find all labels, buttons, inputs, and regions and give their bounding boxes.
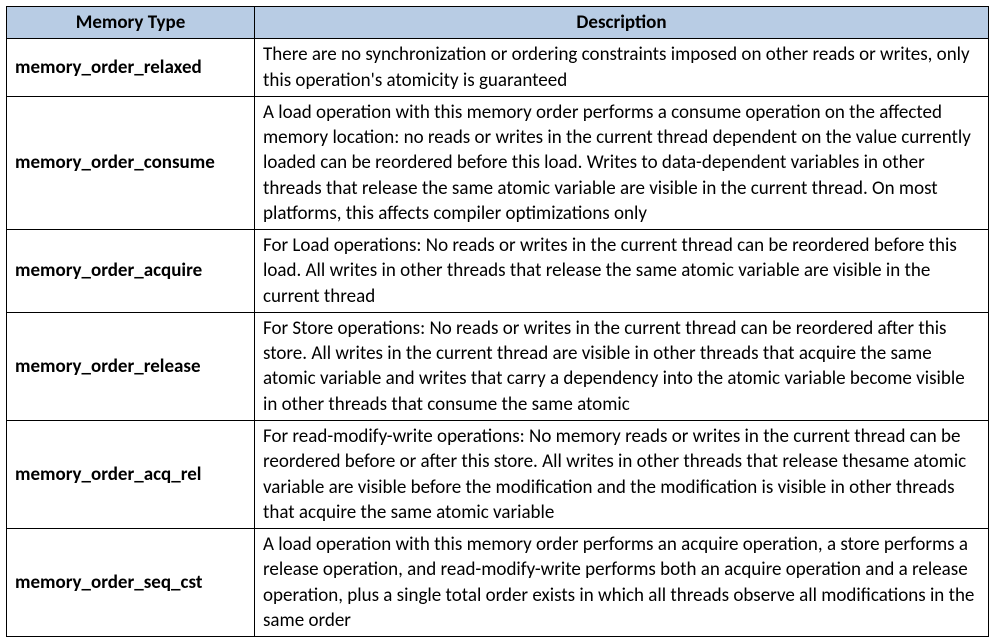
table-row: memory_order_consume A load operation wi… [7, 96, 989, 229]
description-cell: A load operation with this memory order … [255, 529, 989, 637]
memory-type-cell: memory_order_release [7, 312, 255, 420]
memory-type-cell: memory_order_seq_cst [7, 529, 255, 637]
table-header-row: Memory Type Description [7, 7, 989, 39]
memory-type-cell: memory_order_acquire [7, 230, 255, 313]
description-cell: For Store operations: No reads or writes… [255, 312, 989, 420]
table-row: memory_order_relaxed There are no synchr… [7, 39, 989, 97]
memory-type-cell: memory_order_relaxed [7, 39, 255, 97]
table-body: memory_order_relaxed There are no synchr… [7, 39, 989, 637]
description-cell: A load operation with this memory order … [255, 96, 989, 229]
description-cell: For Load operations: No reads or writes … [255, 230, 989, 313]
header-memory-type: Memory Type [7, 7, 255, 39]
table-row: memory_order_acq_rel For read-modify-wri… [7, 420, 989, 528]
table-row: memory_order_seq_cst A load operation wi… [7, 529, 989, 637]
memory-type-cell: memory_order_consume [7, 96, 255, 229]
description-cell: For read-modify-write operations: No mem… [255, 420, 989, 528]
table-row: memory_order_release For Store operation… [7, 312, 989, 420]
header-description: Description [255, 7, 989, 39]
description-cell: There are no synchronization or ordering… [255, 39, 989, 97]
memory-type-cell: memory_order_acq_rel [7, 420, 255, 528]
memory-order-table: Memory Type Description memory_order_rel… [6, 6, 989, 637]
table-row: memory_order_acquire For Load operations… [7, 230, 989, 313]
